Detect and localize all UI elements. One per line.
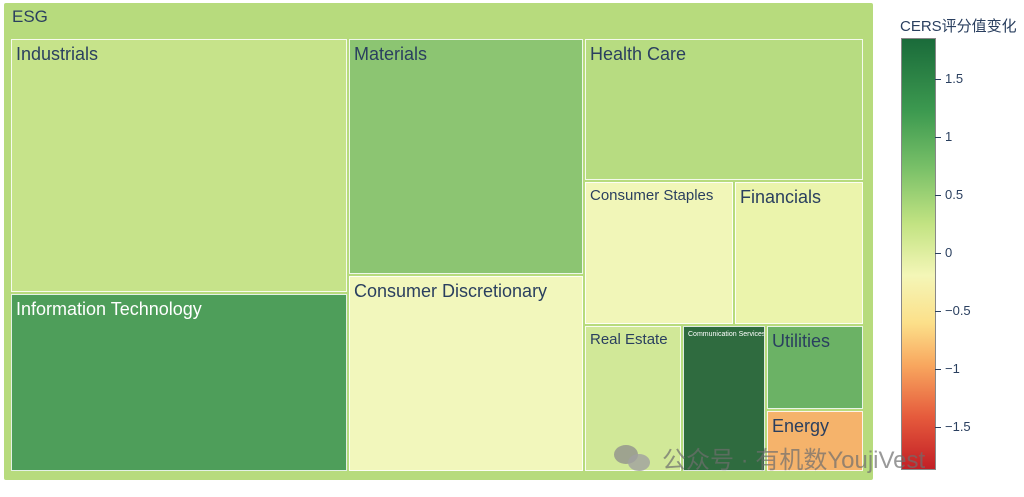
tile-label: Health Care [590, 44, 687, 64]
tile-health-care[interactable]: Health Care [585, 39, 863, 180]
tile-financials[interactable]: Financials [735, 182, 863, 324]
colorbar-tick-label: 1.5 [945, 70, 964, 86]
tile-label: Consumer Staples [590, 187, 714, 204]
colorbar-tick-label: 0 [945, 245, 953, 260]
watermark-text: 公众号 · 有机数YoujiVest [662, 447, 926, 474]
colorbar [901, 38, 936, 470]
tile-consumer-discretionary[interactable]: Consumer Discretionary [349, 276, 583, 471]
colorbar-tick [935, 369, 941, 371]
tile-label: Consumer Discretionary [354, 281, 548, 301]
tile-materials[interactable]: Materials [349, 39, 583, 274]
tile-label: Communication Services [688, 331, 765, 338]
tile-consumer-staples[interactable]: Consumer Staples [585, 182, 733, 324]
colorbar-tick [935, 78, 941, 80]
tile-utilities[interactable]: Utilities [767, 326, 863, 409]
colorbar-tick-label: −1.5 [945, 419, 971, 435]
tile-energy[interactable]: Energy [767, 411, 863, 471]
tile-label: Materials [354, 44, 428, 64]
tile-information-technology[interactable]: Information Technology [11, 294, 347, 471]
tile-label: Financials [740, 187, 822, 207]
tile-communication-services[interactable]: Communication Services [683, 326, 765, 471]
colorbar-title: CERS评分值变化 [900, 18, 1017, 35]
colorbar-tick [935, 136, 941, 138]
treemap-root-esg[interactable]: ESG Industrials Information Technology Mat… [4, 3, 873, 480]
tile-label: Industrials [16, 44, 99, 64]
tile-label: Real Estate [590, 331, 668, 348]
root-label: ESG [12, 7, 48, 26]
colorbar-tick [935, 253, 941, 254]
colorbar-tick [935, 194, 941, 196]
colorbar-tick-label: −1 [945, 361, 960, 377]
wechat-icon [614, 443, 654, 473]
watermark: 公众号 · 有机数YoujiVest [614, 440, 925, 475]
tile-label: Energy [772, 416, 830, 436]
colorbar-tick-label: 0.5 [945, 186, 964, 202]
colorbar-tick-label: −0.5 [945, 303, 971, 319]
colorbar-tick [935, 311, 941, 313]
colorbar-tick-label: 1 [945, 128, 953, 144]
tile-label: Utilities [772, 331, 831, 351]
tile-label: Information Technology [16, 299, 202, 319]
tile-industrials[interactable]: Industrials [11, 39, 347, 292]
colorbar-tick [935, 427, 941, 429]
